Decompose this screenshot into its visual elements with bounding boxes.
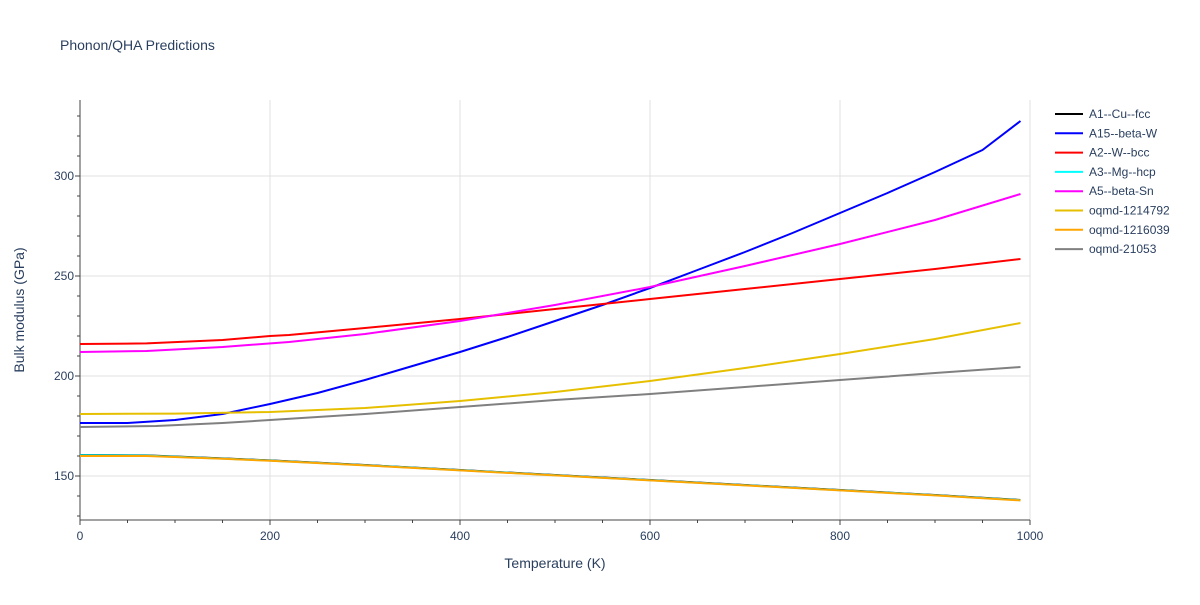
x-tick-label: 400 bbox=[450, 529, 470, 543]
chart-title: Phonon/QHA Predictions bbox=[60, 37, 215, 53]
series-lines bbox=[79, 120, 1022, 502]
x-tick-label: 600 bbox=[640, 529, 660, 543]
legend-label: A2--W--bcc bbox=[1089, 146, 1149, 160]
legend-label: A5--beta-Sn bbox=[1089, 184, 1154, 198]
x-axis-title: Temperature (K) bbox=[504, 555, 605, 571]
series-line bbox=[79, 258, 1021, 345]
y-axis-title: Bulk modulus (GPa) bbox=[11, 247, 27, 372]
series-line bbox=[79, 366, 1021, 428]
legend-label: A1--Cu--fcc bbox=[1089, 107, 1150, 121]
legend-label: A15--beta-W bbox=[1089, 126, 1158, 140]
x-tick-label: 200 bbox=[260, 529, 280, 543]
series-line bbox=[79, 193, 1021, 353]
x-tick-label: 1000 bbox=[1017, 529, 1044, 543]
series-line bbox=[80, 455, 1021, 502]
y-tick-label: 250 bbox=[54, 269, 74, 283]
y-tick-label: 200 bbox=[54, 369, 74, 383]
legend-label: oqmd-21053 bbox=[1089, 242, 1157, 256]
legend-label: A3--Mg--hcp bbox=[1089, 165, 1156, 179]
series-line bbox=[80, 120, 1022, 424]
legend-label: oqmd-1214792 bbox=[1089, 204, 1170, 218]
y-tick-label: 150 bbox=[54, 469, 74, 483]
series-line bbox=[79, 322, 1021, 415]
x-tick-label: 800 bbox=[830, 529, 850, 543]
axes: 0 200 400 600 800 1000 150 200 250 300 bbox=[54, 100, 1044, 543]
legend: A1--Cu--fcc A15--beta-W A2--W--bcc A3--Mg--… bbox=[1055, 107, 1170, 256]
y-tick-label: 300 bbox=[54, 169, 74, 183]
x-tick-label: 0 bbox=[77, 529, 84, 543]
legend-label: oqmd-1216039 bbox=[1089, 223, 1170, 237]
